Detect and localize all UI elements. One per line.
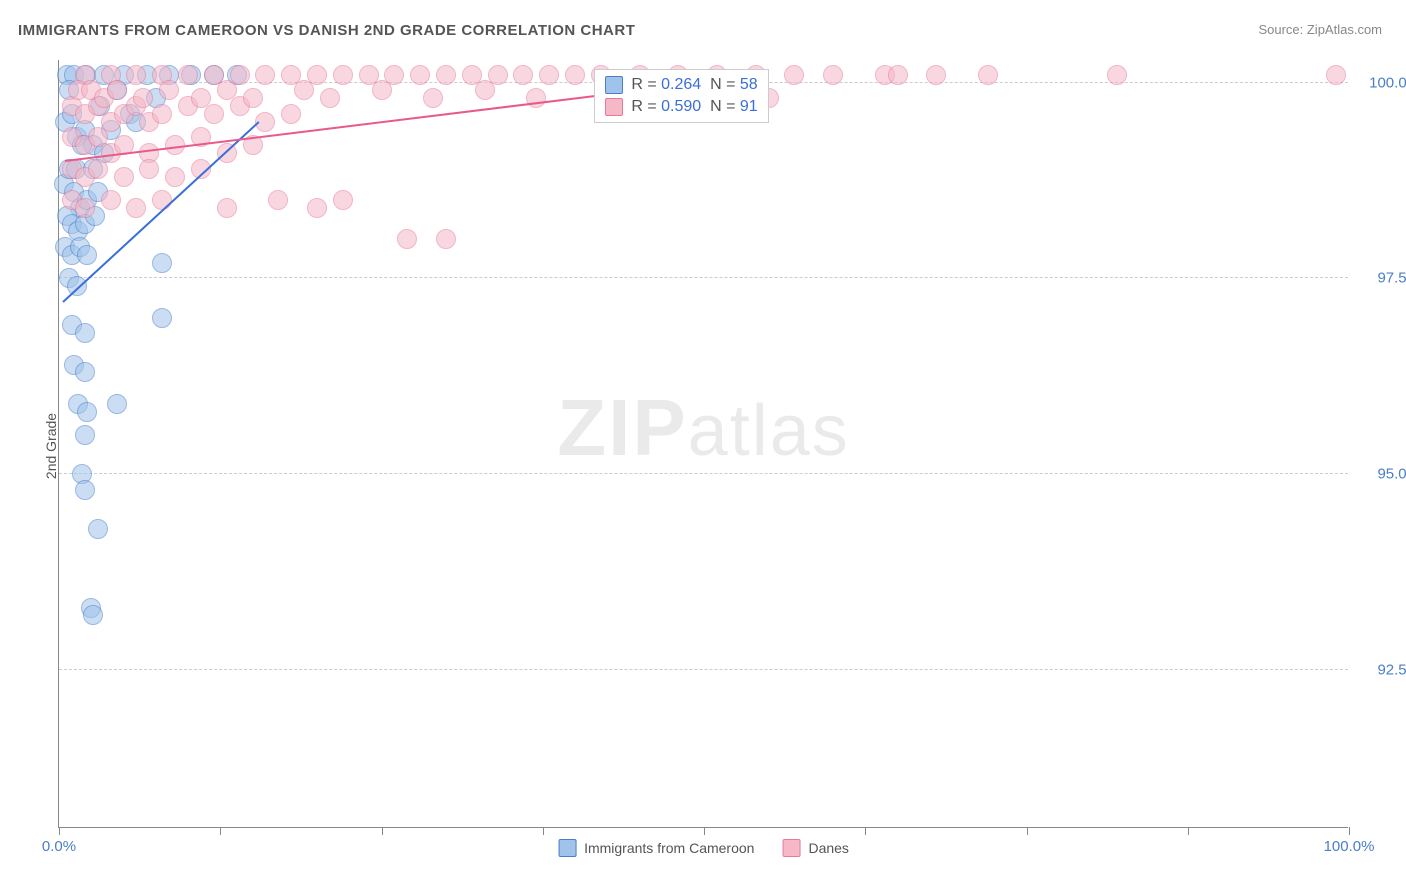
chart-source: Source: ZipAtlas.com (1258, 22, 1382, 37)
marker-danes (513, 65, 533, 85)
marker-danes (191, 88, 211, 108)
legend-item-danes: Danes (782, 839, 848, 857)
y-tick-label: 97.5% (1360, 270, 1406, 287)
x-tick (1349, 827, 1350, 835)
marker-danes (126, 65, 146, 85)
marker-danes (114, 167, 134, 187)
x-tick (543, 827, 544, 835)
stats-swatch-cameroon (605, 76, 623, 94)
marker-cameroon (152, 253, 172, 273)
marker-danes (565, 65, 585, 85)
x-tick (704, 827, 705, 835)
marker-danes (436, 229, 456, 249)
marker-danes (423, 88, 443, 108)
stats-row-cameroon: R = 0.264 N = 58 (605, 74, 757, 96)
marker-danes (107, 80, 127, 100)
marker-danes (823, 65, 843, 85)
marker-danes (888, 65, 908, 85)
marker-danes (526, 88, 546, 108)
marker-danes (372, 80, 392, 100)
marker-danes (159, 80, 179, 100)
watermark-light: atlas (688, 391, 850, 471)
marker-danes (101, 190, 121, 210)
marker-danes (152, 190, 172, 210)
marker-danes (281, 104, 301, 124)
marker-danes (255, 65, 275, 85)
legend-item-cameroon: Immigrants from Cameroon (558, 839, 754, 857)
legend-swatch-cameroon (558, 839, 576, 857)
marker-danes (1107, 65, 1127, 85)
marker-danes (978, 65, 998, 85)
marker-danes (204, 104, 224, 124)
stats-swatch-danes (605, 98, 623, 116)
marker-danes (139, 159, 159, 179)
marker-danes (152, 104, 172, 124)
marker-danes (243, 88, 263, 108)
marker-danes (126, 198, 146, 218)
marker-cameroon (75, 323, 95, 343)
stats-text-danes: R = 0.590 N = 91 (631, 98, 757, 116)
y-tick-label: 100.0% (1360, 74, 1406, 91)
chart-title: IMMIGRANTS FROM CAMEROON VS DANISH 2ND G… (18, 22, 635, 39)
marker-cameroon (75, 362, 95, 382)
marker-danes (320, 88, 340, 108)
watermark: ZIPatlas (557, 382, 850, 474)
marker-danes (1326, 65, 1346, 85)
y-axis-label: 2nd Grade (43, 413, 59, 479)
marker-cameroon (83, 605, 103, 625)
gridline-h (59, 277, 1348, 278)
x-tick (1027, 827, 1028, 835)
x-tick-label: 0.0% (42, 838, 76, 855)
x-tick (1188, 827, 1189, 835)
marker-cameroon (75, 425, 95, 445)
marker-cameroon (77, 402, 97, 422)
marker-danes (307, 198, 327, 218)
marker-danes (217, 80, 237, 100)
marker-danes (539, 65, 559, 85)
legend-swatch-danes (782, 839, 800, 857)
plot-area: ZIPatlas 92.5%95.0%97.5%100.0%0.0%100.0%… (58, 60, 1348, 828)
marker-cameroon (75, 480, 95, 500)
gridline-h (59, 669, 1348, 670)
marker-danes (926, 65, 946, 85)
marker-cameroon (77, 245, 97, 265)
marker-danes (88, 159, 108, 179)
marker-danes (333, 65, 353, 85)
marker-danes (268, 190, 288, 210)
marker-cameroon (107, 394, 127, 414)
marker-danes (475, 80, 495, 100)
y-tick-label: 92.5% (1360, 662, 1406, 679)
x-tick (59, 827, 60, 835)
x-tick (220, 827, 221, 835)
marker-danes (784, 65, 804, 85)
x-tick (865, 827, 866, 835)
marker-danes (333, 190, 353, 210)
marker-danes (397, 229, 417, 249)
legend-label-cameroon: Immigrants from Cameroon (584, 840, 754, 856)
marker-danes (178, 65, 198, 85)
marker-danes (75, 198, 95, 218)
stats-row-danes: R = 0.590 N = 91 (605, 96, 757, 118)
marker-cameroon (88, 519, 108, 539)
stats-text-cameroon: R = 0.264 N = 58 (631, 76, 757, 94)
legend-label-danes: Danes (808, 840, 848, 856)
marker-danes (436, 65, 456, 85)
legend-bottom: Immigrants from Cameroon Danes (558, 839, 849, 857)
marker-danes (410, 65, 430, 85)
x-tick-label: 100.0% (1324, 838, 1375, 855)
marker-cameroon (152, 308, 172, 328)
marker-danes (217, 198, 237, 218)
y-tick-label: 95.0% (1360, 466, 1406, 483)
marker-danes (165, 167, 185, 187)
x-tick (382, 827, 383, 835)
marker-danes (133, 88, 153, 108)
watermark-bold: ZIP (557, 383, 687, 472)
stats-box: R = 0.264 N = 58 R = 0.590 N = 91 (594, 69, 768, 123)
marker-danes (294, 80, 314, 100)
